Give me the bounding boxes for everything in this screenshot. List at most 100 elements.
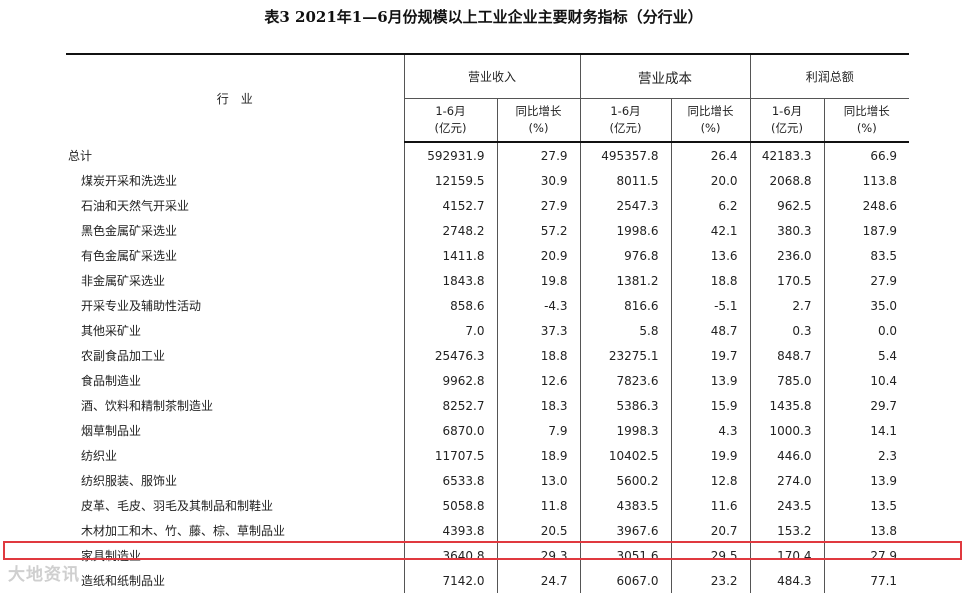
profit-value: 236.0 xyxy=(749,243,825,268)
cost-growth: 29.5 xyxy=(670,543,751,568)
profit-header: 利润总额 xyxy=(749,55,910,99)
revenue-growth: 19.8 xyxy=(496,268,581,293)
profit-value: 848.7 xyxy=(749,343,825,368)
industry-name: 石油和天然气开采业 xyxy=(81,199,190,213)
cost-growth-header: 同比增长 (%) xyxy=(670,98,751,143)
cost-growth: 20.0 xyxy=(670,168,751,193)
revenue-growth: 13.0 xyxy=(496,468,581,493)
industry-name: 纺织服装、服饰业 xyxy=(81,474,178,488)
table-row: 皮革、毛皮、羽毛及其制品和制鞋业 5058.8 11.8 4383.5 11.6… xyxy=(66,493,910,518)
cost-growth: 23.2 xyxy=(670,568,751,593)
cost-growth: 19.9 xyxy=(670,443,751,468)
cost-growth: 48.7 xyxy=(670,318,751,343)
financial-indicators-table: 行 业 营业收入 营业成本 利润总额 1-6月 (亿元) 同比增长 (%) 1-6月… xyxy=(66,55,910,593)
profit-growth: 83.5 xyxy=(823,243,910,268)
profit-value: 170.5 xyxy=(749,268,825,293)
profit-value: 153.2 xyxy=(749,518,825,543)
profit-value: 243.5 xyxy=(749,493,825,518)
profit-growth: 13.5 xyxy=(823,493,910,518)
profit-growth: 27.9 xyxy=(823,268,910,293)
profit-value: 0.3 xyxy=(749,318,825,343)
cost-value: 8011.5 xyxy=(579,168,672,193)
cost-growth: 12.8 xyxy=(670,468,751,493)
profit-value: 484.3 xyxy=(749,568,825,593)
cost-value: 23275.1 xyxy=(579,343,672,368)
cost-value: 5.8 xyxy=(579,318,672,343)
table-row: 酒、饮料和精制茶制造业 8252.7 18.3 5386.3 15.9 1435… xyxy=(66,393,910,418)
industry-name: 有色金属矿采选业 xyxy=(81,249,178,263)
table-row: 石油和天然气开采业 4152.7 27.9 2547.3 6.2 962.5 2… xyxy=(66,193,910,218)
revenue-value: 4393.8 xyxy=(403,518,497,543)
cost-value: 4383.5 xyxy=(579,493,672,518)
table-row: 农副食品加工业 25476.3 18.8 23275.1 19.7 848.7 … xyxy=(66,343,910,368)
table-title: 表3 2021年1—6月份规模以上工业企业主要财务指标（分行业） xyxy=(264,8,703,26)
revenue-value: 3640.8 xyxy=(403,543,497,568)
profit-growth: 13.9 xyxy=(823,468,910,493)
table-row: 木材加工和木、竹、藤、棕、草制品业 4393.8 20.5 3967.6 20.… xyxy=(66,518,910,543)
cost-growth: 18.8 xyxy=(670,268,751,293)
cost-growth: 42.1 xyxy=(670,218,751,243)
revenue-value: 8252.7 xyxy=(403,393,497,418)
profit-growth: 14.1 xyxy=(823,418,910,443)
profit-period-header: 1-6月 (亿元) xyxy=(749,98,825,143)
profit-growth: 0.0 xyxy=(823,318,910,343)
profit-value: 42183.3 xyxy=(749,142,825,168)
revenue-growth: 57.2 xyxy=(496,218,581,243)
profit-value: 2068.8 xyxy=(749,168,825,193)
profit-value: 170.4 xyxy=(749,543,825,568)
cost-growth: -5.1 xyxy=(670,293,751,318)
profit-value: 1000.3 xyxy=(749,418,825,443)
cost-value: 3967.6 xyxy=(579,518,672,543)
table-row-total: 总计 592931.9 27.9 495357.8 26.4 42183.3 6… xyxy=(66,142,910,168)
revenue-value: 1411.8 xyxy=(403,243,497,268)
table-row: 纺织服装、服饰业 6533.8 13.0 5600.2 12.8 274.0 1… xyxy=(66,468,910,493)
industry-name: 其他采矿业 xyxy=(81,324,142,338)
revenue-growth-header: 同比增长 (%) xyxy=(496,98,581,143)
profit-value: 380.3 xyxy=(749,218,825,243)
profit-growth: 13.8 xyxy=(823,518,910,543)
cost-value: 976.8 xyxy=(579,243,672,268)
cost-growth: 4.3 xyxy=(670,418,751,443)
revenue-value: 5058.8 xyxy=(403,493,497,518)
industry-name: 烟草制品业 xyxy=(81,424,142,438)
table-row: 食品制造业 9962.8 12.6 7823.6 13.9 785.0 10.4 xyxy=(66,368,910,393)
revenue-growth: 20.9 xyxy=(496,243,581,268)
cost-growth: 13.9 xyxy=(670,368,751,393)
table-row: 非金属矿采选业 1843.8 19.8 1381.2 18.8 170.5 27… xyxy=(66,268,910,293)
profit-growth: 35.0 xyxy=(823,293,910,318)
revenue-value: 4152.7 xyxy=(403,193,497,218)
cost-value: 2547.3 xyxy=(579,193,672,218)
revenue-value: 1843.8 xyxy=(403,268,497,293)
revenue-value: 592931.9 xyxy=(403,142,497,168)
cost-growth: 6.2 xyxy=(670,193,751,218)
industry-name: 非金属矿采选业 xyxy=(81,274,166,288)
table-row: 开采专业及辅助性活动 858.6 -4.3 816.6 -5.1 2.7 35.… xyxy=(66,293,910,318)
revenue-value: 9962.8 xyxy=(403,368,497,393)
revenue-value: 11707.5 xyxy=(403,443,497,468)
cost-growth: 15.9 xyxy=(670,393,751,418)
cost-value: 1998.3 xyxy=(579,418,672,443)
table-row: 烟草制品业 6870.0 7.9 1998.3 4.3 1000.3 14.1 xyxy=(66,418,910,443)
cost-growth: 20.7 xyxy=(670,518,751,543)
watermark: 大地资讯 xyxy=(8,565,80,585)
table-row: 纺织业 11707.5 18.9 10402.5 19.9 446.0 2.3 xyxy=(66,443,910,468)
revenue-value: 6870.0 xyxy=(403,418,497,443)
industry-header: 行 业 xyxy=(66,55,405,142)
industry-name: 煤炭开采和洗选业 xyxy=(81,174,178,188)
cost-value: 1998.6 xyxy=(579,218,672,243)
revenue-growth: 29.3 xyxy=(496,543,581,568)
revenue-growth: 37.3 xyxy=(496,318,581,343)
table-row: 其他采矿业 7.0 37.3 5.8 48.7 0.3 0.0 xyxy=(66,318,910,343)
table-row: 煤炭开采和洗选业 12159.5 30.9 8011.5 20.0 2068.8… xyxy=(66,168,910,193)
revenue-growth: 11.8 xyxy=(496,493,581,518)
industry-name: 食品制造业 xyxy=(81,374,142,388)
cost-value: 10402.5 xyxy=(579,443,672,468)
cost-value: 495357.8 xyxy=(579,142,672,168)
revenue-value: 2748.2 xyxy=(403,218,497,243)
industry-name: 农副食品加工业 xyxy=(81,349,166,363)
profit-value: 962.5 xyxy=(749,193,825,218)
revenue-growth: 18.8 xyxy=(496,343,581,368)
cost-value: 7823.6 xyxy=(579,368,672,393)
industry-name: 家具制造业 xyxy=(81,549,142,563)
industry-name: 总计 xyxy=(68,148,93,163)
